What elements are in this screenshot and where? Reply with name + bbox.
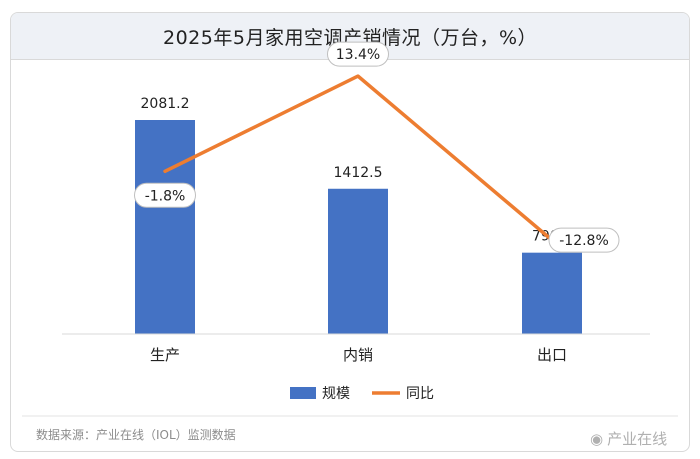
legend-bar-swatch: [290, 387, 316, 399]
bar-value-label: 1412.5: [334, 165, 383, 181]
data-source-note: 数据来源：产业在线（IOL）监测数据: [36, 428, 236, 442]
bar-1: [135, 120, 195, 334]
line-series: [163, 74, 554, 242]
bar-3: [522, 252, 582, 334]
bar-value-label: 2081.2: [141, 96, 190, 112]
corner-watermark: ◉ 产业在线: [590, 428, 667, 449]
bar-2: [328, 188, 388, 334]
x-tick-label: 出口: [537, 346, 567, 364]
chart-title: 2025年5月家用空调产销情况（万台，%）: [163, 26, 537, 49]
line-label-box: [134, 182, 196, 208]
x-tick-label: 内销: [343, 346, 373, 364]
legend-line-label: 同比: [406, 386, 434, 402]
line-label-box: [548, 227, 620, 253]
line-value-label: 13.4%: [336, 47, 380, 63]
legend-bar-label: 规模: [322, 386, 350, 402]
line-value-label: -12.8%: [559, 233, 609, 249]
corner-watermark-text: 产业在线: [607, 430, 668, 448]
line-value-label: -1.8%: [145, 188, 186, 204]
line-label-box: [327, 41, 389, 67]
x-tick-label: 生产: [150, 346, 180, 364]
weibo-icon: ◉: [590, 429, 604, 448]
